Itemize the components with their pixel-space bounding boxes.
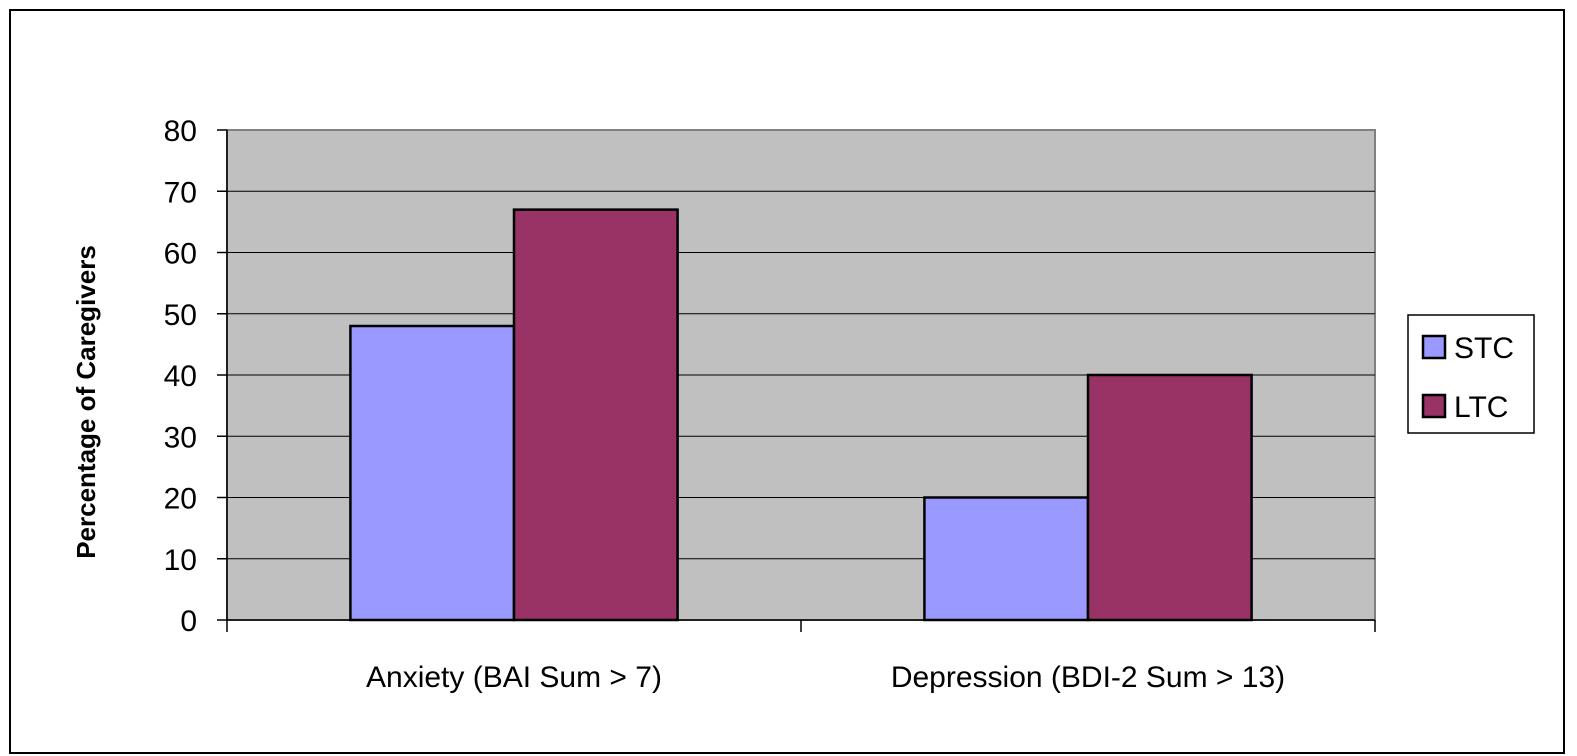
y-tick-label: 80 [164,115,197,148]
y-tick-label: 10 [164,544,197,577]
y-axis: 0 10 20 30 40 50 60 70 80 [164,115,228,638]
legend-label-stc: STC [1454,332,1514,365]
y-tick-label: 60 [164,238,197,271]
y-tick-label: 70 [164,176,197,209]
x-axis: Anxiety (BAI Sum > 7) Depression (BDI-2 S… [226,619,1376,694]
y-axis-title: Percentage of Caregivers [71,245,101,559]
legend-swatch-ltc [1421,393,1447,419]
y-tick-label: 50 [164,299,197,332]
x-category-label: Anxiety (BAI Sum > 7) [366,661,662,694]
y-tick-label: 0 [180,605,197,638]
y-tick-label: 40 [164,360,197,393]
y-tick-label: 20 [164,483,197,516]
legend-swatch-stc [1421,334,1447,360]
bar-ltc [1086,373,1253,622]
legend: STC LTC [1407,314,1535,434]
bar-ltc [512,208,679,622]
bar-stc [923,496,1090,622]
bar-stc [349,324,516,622]
bars [349,208,1253,622]
y-tick-label: 30 [164,421,197,454]
legend-label-ltc: LTC [1454,391,1508,424]
x-category-label: Depression (BDI-2 Sum > 13) [891,661,1285,694]
